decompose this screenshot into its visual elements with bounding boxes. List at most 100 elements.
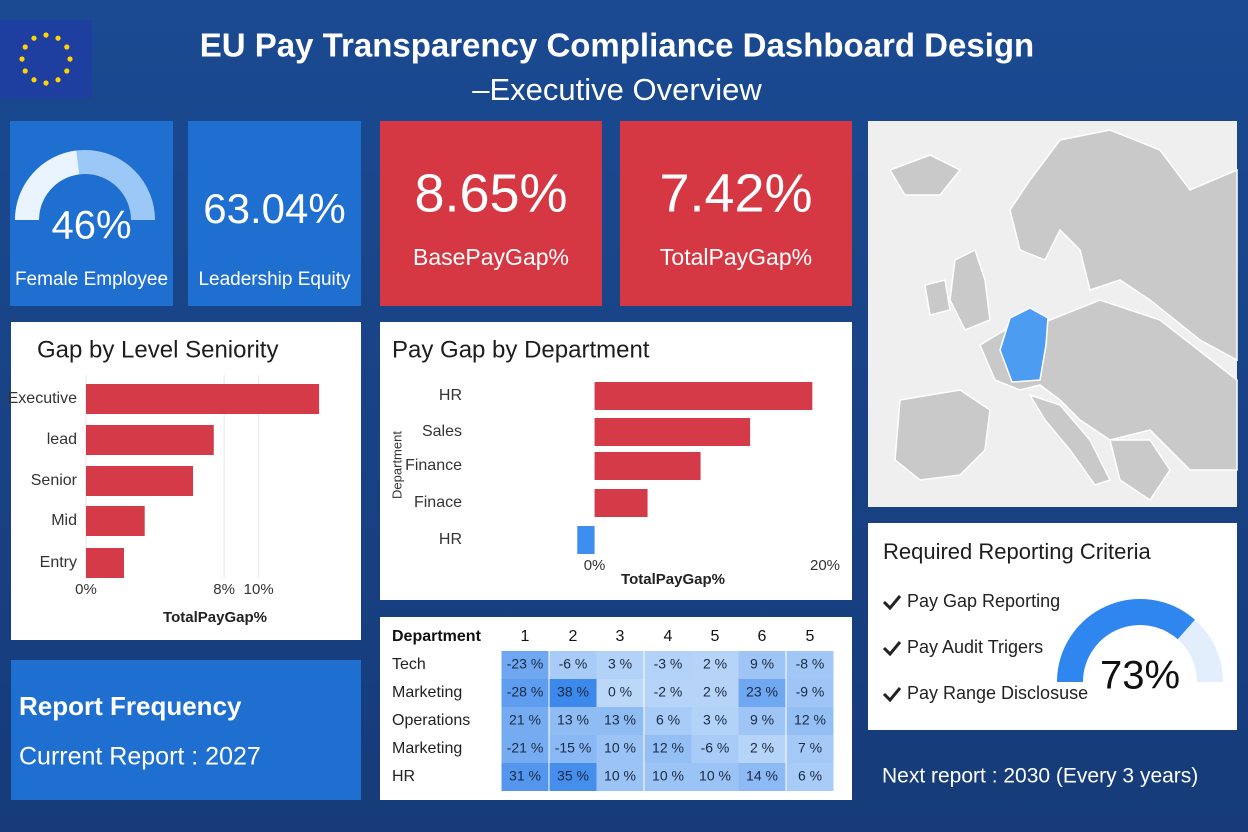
heat-cell	[596, 707, 644, 735]
heat-cell	[691, 763, 739, 791]
flag-star	[55, 77, 61, 83]
kpi-card	[380, 121, 602, 306]
bar	[577, 526, 595, 554]
heat-cell	[501, 707, 549, 735]
bar	[594, 489, 648, 517]
table-header: 5	[806, 628, 815, 645]
kpi-value: 8.65%	[414, 163, 567, 223]
footer-note: Next report : 2030 (Every 3 years)	[882, 765, 1198, 788]
heat-cell	[786, 707, 834, 735]
heat-cell	[691, 651, 739, 679]
y-tick-label: Finance	[405, 457, 462, 474]
heat-value: 10 %	[699, 768, 731, 784]
y-tick-label: HR	[439, 387, 462, 404]
heat-value: 10 %	[652, 768, 684, 784]
heat-value: 38 %	[557, 684, 589, 700]
table-header: 4	[664, 628, 673, 645]
row-label: Marketing	[392, 740, 462, 757]
kpi-value: 46%	[51, 204, 131, 248]
table-header: 6	[758, 628, 767, 645]
heat-value: 0 %	[608, 684, 632, 700]
report-current: Current Report : 2027	[19, 743, 261, 771]
criteria-item: Pay Gap Reporting	[907, 591, 1060, 611]
heat-cell	[644, 651, 692, 679]
gauge-fill	[15, 150, 80, 221]
row-label: Operations	[392, 712, 470, 729]
flag-star	[22, 44, 28, 50]
heat-value: 12 %	[652, 740, 684, 756]
heat-value: 2 %	[703, 684, 727, 700]
heat-cell	[644, 707, 692, 735]
heat-cell	[644, 679, 692, 707]
kpi-value: 7.42%	[659, 163, 812, 223]
flag-star	[43, 80, 49, 86]
heat-cell	[644, 735, 692, 763]
heat-value: 2 %	[750, 740, 774, 756]
gauge-value: 73%	[1100, 654, 1180, 698]
heat-value: 12 %	[794, 712, 826, 728]
heat-cell	[549, 651, 597, 679]
bar	[86, 425, 214, 455]
x-tick-label: 0%	[75, 581, 97, 598]
flag-star	[64, 68, 70, 74]
x-tick-label: 8%	[213, 581, 235, 598]
heat-value: 7 %	[798, 740, 822, 756]
y-tick-label: Entry	[40, 554, 77, 571]
gauge-fill	[1057, 599, 1195, 683]
table-header: 1	[521, 628, 530, 645]
table-header: 3	[616, 628, 625, 645]
kpi-card	[188, 121, 361, 306]
flag-star	[67, 56, 73, 62]
heat-cell	[501, 679, 549, 707]
heat-value: 6 %	[798, 768, 822, 784]
heat-cell	[738, 707, 786, 735]
kpi-label: TotalPayGap%	[660, 244, 812, 270]
heat-value: 21 %	[509, 712, 541, 728]
eu-flag	[0, 20, 92, 98]
heat-cell	[596, 763, 644, 791]
heat-cell	[786, 651, 834, 679]
heat-value: -15 %	[555, 740, 592, 756]
heat-cell	[786, 735, 834, 763]
table-header: 5	[711, 628, 720, 645]
heat-value: 10 %	[604, 768, 636, 784]
heat-cell	[691, 707, 739, 735]
y-tick-label: Executive	[8, 390, 77, 407]
y-axis-label: Department	[389, 431, 404, 499]
germany-highlight	[999, 307, 1049, 383]
heat-value: -3 %	[654, 656, 683, 672]
heat-value: 9 %	[750, 712, 774, 728]
flag-star	[31, 77, 37, 83]
heat-value: 3 %	[608, 656, 632, 672]
heat-value: 2 %	[703, 656, 727, 672]
checkmarks	[882, 595, 902, 703]
heat-value: 23 %	[746, 684, 778, 700]
heat-value: 35 %	[557, 768, 589, 784]
y-tick-label: Finace	[414, 494, 462, 511]
flag-star	[31, 35, 37, 41]
row-label: Tech	[392, 656, 426, 673]
x-tick-label: 20%	[810, 557, 840, 574]
heat-cell	[501, 651, 549, 679]
heat-cell	[786, 679, 834, 707]
heat-value: 10 %	[604, 740, 636, 756]
heat-cell	[549, 735, 597, 763]
subtitle: –Executive Overview	[472, 72, 762, 107]
report-title: Report Frequency	[19, 691, 242, 721]
row-label: HR	[392, 768, 415, 785]
y-tick-label: lead	[47, 431, 77, 448]
kpi-label: Leadership Equity	[198, 269, 351, 290]
y-tick-label: Mid	[51, 512, 77, 529]
report-card	[11, 660, 361, 800]
chart-title: Pay Gap by Department	[392, 336, 650, 363]
heat-cell	[691, 735, 739, 763]
heat-value: 13 %	[604, 712, 636, 728]
y-tick-label: Sales	[422, 423, 462, 440]
y-tick-label: Senior	[31, 472, 78, 489]
heat-value: -6 %	[559, 656, 588, 672]
heat-value: -28 %	[507, 684, 544, 700]
heat-cell	[549, 679, 597, 707]
bar	[86, 384, 320, 414]
heat-cell	[738, 763, 786, 791]
